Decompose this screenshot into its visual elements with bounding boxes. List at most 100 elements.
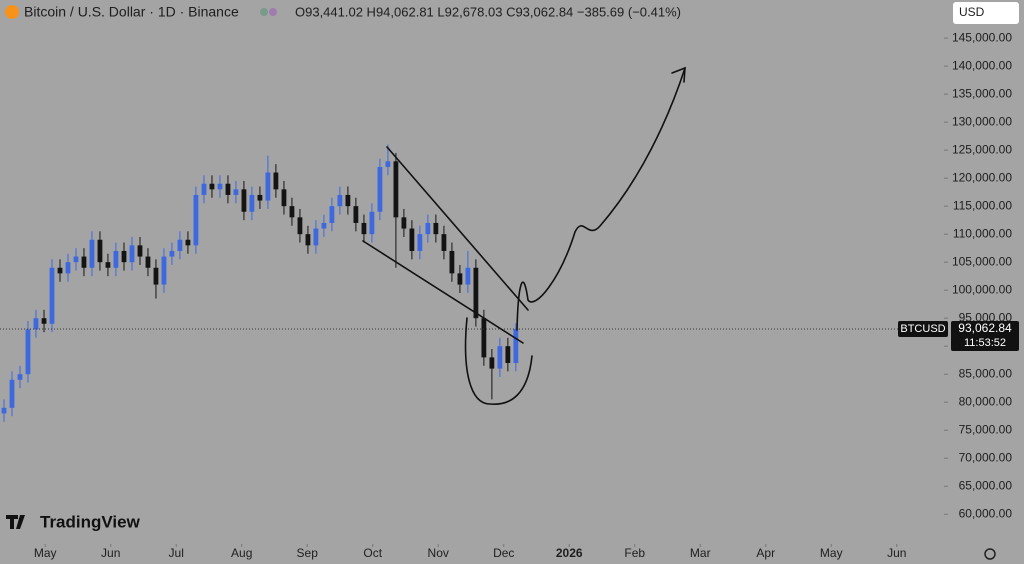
- candle-body: [161, 256, 167, 285]
- candle-body: [513, 329, 519, 363]
- y-tick-label: 60,000.00: [959, 506, 1013, 520]
- candle-body: [489, 357, 495, 369]
- candle-body: [441, 234, 447, 251]
- candle-body: [473, 267, 479, 319]
- candle-body: [17, 374, 23, 380]
- candle-body: [313, 228, 319, 246]
- y-tick-label: 120,000.00: [952, 170, 1012, 184]
- cup-drawing: [464, 317, 533, 405]
- candle-body: [209, 183, 215, 190]
- x-tick-label: Nov: [428, 546, 449, 560]
- currency-label[interactable]: USD: [959, 5, 985, 19]
- candle-body: [329, 206, 335, 223]
- brand-name: TradingView: [40, 512, 141, 531]
- candle-body: [377, 166, 383, 212]
- trend-line: [386, 146, 529, 311]
- candle-body: [417, 234, 423, 251]
- x-tick-label: 2026: [556, 546, 583, 560]
- arrow-head: [671, 66, 686, 83]
- last-price-label: 93,062.84: [958, 321, 1012, 335]
- candle-body: [153, 267, 159, 285]
- candle-body: [449, 250, 455, 274]
- candle-body: [217, 183, 223, 190]
- candle-body: [233, 189, 239, 195]
- candle-body: [49, 267, 55, 324]
- candle-body: [393, 161, 399, 218]
- x-tick-label: Jun: [101, 546, 120, 560]
- candle-body: [241, 189, 247, 212]
- candle-body: [113, 250, 119, 268]
- ohlc-label: O93,441.02 H94,062.81 L92,678.03 C93,062…: [295, 4, 681, 19]
- candle-body: [289, 206, 295, 218]
- y-tick-label: 80,000.00: [959, 394, 1013, 408]
- candle-body: [265, 172, 271, 201]
- candle-body: [145, 256, 151, 268]
- candle-body: [321, 222, 327, 229]
- y-tick-label: 75,000.00: [959, 422, 1013, 436]
- currency-select[interactable]: [953, 2, 1019, 24]
- candle-body: [65, 262, 71, 274]
- x-tick-label: Apr: [756, 546, 775, 560]
- candle-body: [33, 318, 39, 330]
- y-tick-label: 140,000.00: [952, 58, 1012, 72]
- candle-body: [305, 234, 311, 246]
- arrow-drawing: [516, 67, 686, 331]
- plot: [0, 37, 948, 547]
- candle-body: [361, 222, 367, 235]
- y-tick-label: 130,000.00: [952, 114, 1012, 128]
- candle-body: [73, 256, 79, 263]
- candle-body: [401, 217, 407, 229]
- candle-body: [225, 183, 231, 195]
- candle-body: [9, 379, 15, 408]
- candle-body: [169, 250, 175, 257]
- candle-body: [193, 194, 199, 246]
- candle-body: [345, 194, 351, 207]
- candle-body: [41, 318, 47, 324]
- y-tick-label: 105,000.00: [952, 254, 1012, 268]
- candle-body: [337, 194, 343, 207]
- y-tick-label: 135,000.00: [952, 86, 1012, 100]
- candle-body: [409, 228, 415, 251]
- y-tick-label: 70,000.00: [959, 450, 1013, 464]
- x-tick-label: Oct: [363, 546, 382, 560]
- candle-body: [497, 346, 503, 369]
- x-tick-label: Sep: [297, 546, 319, 560]
- y-tick-label: 65,000.00: [959, 478, 1013, 492]
- candle-body: [369, 211, 375, 235]
- y-tick-label: 110,000.00: [953, 226, 1012, 240]
- x-tick-label: Dec: [493, 546, 514, 560]
- indicator-icon: [269, 8, 277, 16]
- candle-body: [137, 245, 143, 257]
- candle-body: [433, 222, 439, 235]
- candle-body: [177, 239, 183, 251]
- x-tick-label: Jul: [169, 546, 184, 560]
- countdown-label: 11:53:52: [964, 337, 1006, 349]
- brand-logo: TradingView: [6, 512, 141, 531]
- x-tick-label: May: [34, 546, 57, 560]
- candle-body: [281, 189, 287, 207]
- y-tick-label: 95,000.00: [959, 310, 1013, 324]
- y-tick-label: 145,000.00: [952, 30, 1012, 44]
- candle-body: [97, 239, 103, 263]
- trend-line: [362, 240, 524, 344]
- logo-mark: [6, 515, 25, 529]
- candle-body: [105, 262, 111, 268]
- candle-body: [81, 256, 87, 268]
- candle-body: [385, 161, 391, 167]
- y-tick-label: 100,000.00: [952, 282, 1012, 296]
- candle-body: [185, 239, 191, 246]
- x-tick-label: Feb: [624, 546, 645, 560]
- indicator-icon: [260, 8, 268, 16]
- candle-body: [89, 239, 95, 268]
- x-tick-label: May: [820, 546, 843, 560]
- symbol-tag: [898, 321, 948, 338]
- y-tick-label: 115,000.00: [953, 198, 1012, 212]
- settings-icon[interactable]: [984, 548, 996, 560]
- candle-body: [425, 222, 431, 235]
- candle-body: [57, 267, 63, 274]
- candle-body: [249, 194, 255, 212]
- candle-body: [257, 194, 263, 201]
- candle-body: [353, 206, 359, 223]
